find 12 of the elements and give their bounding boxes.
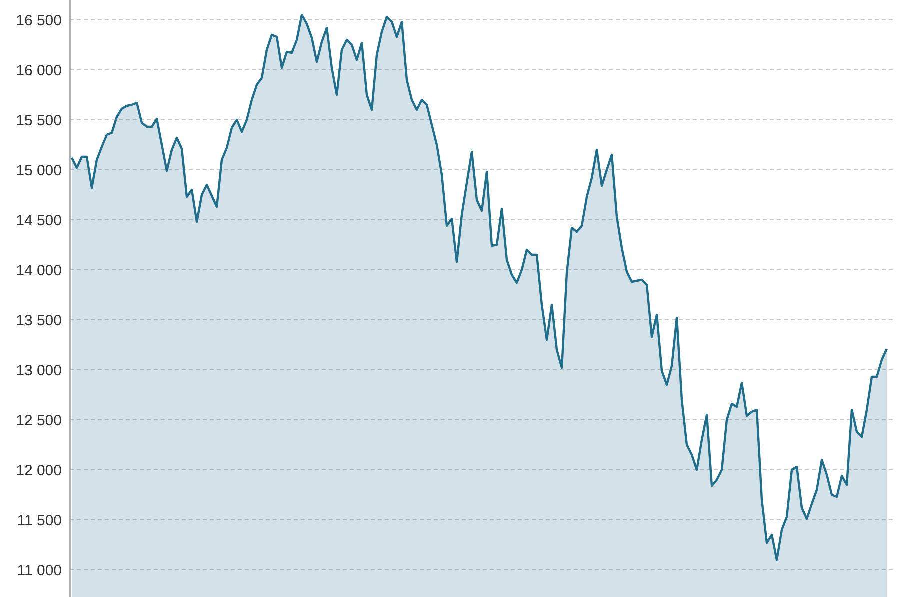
y-tick-label: 16 500 [16,12,62,30]
y-tick-label: 12 500 [16,412,62,430]
y-tick-label: 11 000 [17,562,62,580]
y-tick-label: 11 500 [17,512,62,530]
y-tick-label: 15 000 [16,162,62,180]
y-tick-label: 12 000 [16,462,62,480]
y-tick-label: 14 500 [16,212,62,230]
y-tick-label: 16 000 [16,62,62,80]
y-tick-label: 13 000 [16,362,62,380]
y-tick-label: 15 500 [16,112,62,130]
y-tick-label: 14 000 [16,262,62,280]
y-tick-label: 13 500 [16,312,62,330]
